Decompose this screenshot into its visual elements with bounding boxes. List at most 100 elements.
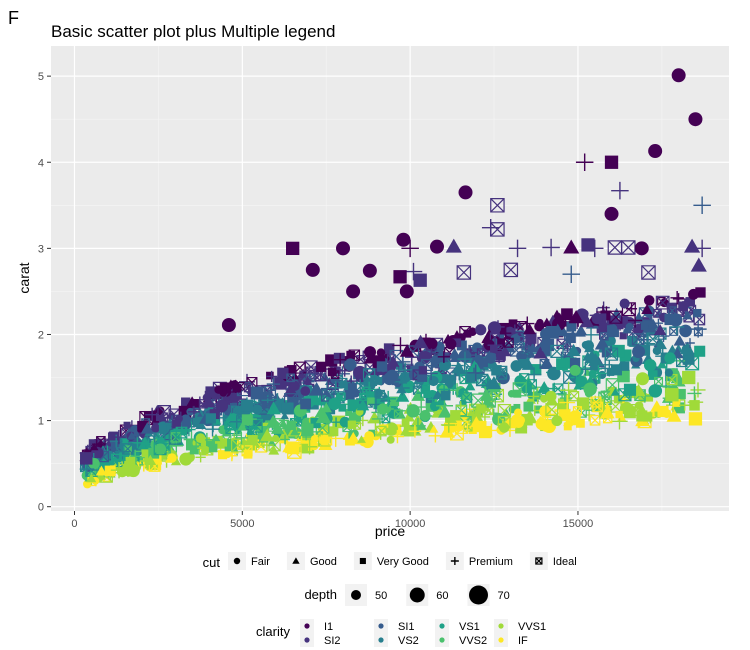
data-point [151,454,162,465]
data-point [246,435,258,446]
data-point [267,438,277,447]
data-point [429,401,440,412]
data-point [423,390,431,399]
data-point [364,431,375,441]
legend-cut-label: Ideal [553,556,577,568]
data-point [140,421,155,434]
data-point [598,370,607,380]
legend-clarity-label: IF [518,635,528,647]
data-point [619,349,632,362]
data-point [526,367,542,382]
data-point [184,452,195,463]
data-point [563,422,572,431]
data-point [469,409,485,423]
data-point [644,411,657,424]
data-point [523,322,536,335]
legend-clarity-symbol [378,623,384,629]
data-point [429,424,439,433]
data-point [641,304,653,314]
data-point [636,372,650,386]
data-point [376,348,386,357]
data-point [353,365,367,380]
data-point [601,348,611,358]
legend-cut-symbol [359,557,366,565]
y-axis: 0 1 2 3 4 5 [38,71,51,514]
data-point [413,273,427,287]
legend-clarity-symbol [439,623,445,629]
data-point [127,431,137,440]
data-point [551,415,563,427]
data-point [346,350,356,360]
data-point [503,337,514,348]
data-point [564,330,575,341]
legend-cut-title: cut [203,555,221,570]
data-point [346,431,361,445]
data-point [192,416,204,428]
data-point [362,386,371,396]
legend-cut-label: Very Good [377,556,429,568]
legend-clarity-label: VVS1 [518,621,546,633]
data-point [280,434,290,445]
data-point [398,375,408,384]
x-axis: 0 5000 10000 15000 [71,511,593,530]
data-point [229,413,238,422]
data-point [576,418,585,428]
data-point [300,386,311,396]
data-point [328,397,341,410]
panel-tag: F [8,8,19,28]
data-point [615,410,623,419]
data-point [347,383,357,392]
data-point [286,420,296,430]
data-point [643,295,655,306]
data-point [520,316,535,331]
data-point [504,326,516,337]
x-tick-label: 5000 [230,518,254,530]
data-point [682,352,695,365]
data-point [392,337,409,354]
data-point [534,405,543,414]
data-point [397,362,413,378]
data-point [389,396,400,407]
data-point [201,445,210,455]
legend-clarity-symbol [439,637,445,643]
data-point [286,365,297,375]
data-point [303,376,312,385]
data-point [525,332,537,344]
data-point [456,265,472,280]
data-point [455,400,466,411]
data-point [169,439,184,453]
data-point [618,388,632,402]
data-point [167,453,177,463]
data-point [235,431,248,445]
data-point [328,381,343,395]
data-point [395,390,410,402]
data-point [205,413,216,424]
legend-depth-symbol [351,590,361,600]
data-point [158,424,167,433]
data-point [547,368,559,379]
data-point [266,370,278,383]
data-point [590,365,607,382]
data-point [330,370,340,379]
data-point [440,390,451,401]
data-point [380,390,397,407]
data-point [664,368,673,377]
data-point [636,403,648,414]
data-point [308,382,325,396]
data-point [137,420,149,433]
data-point [604,155,619,169]
data-point [545,403,559,417]
data-point [665,388,679,402]
legend-depth-label: 60 [436,590,448,602]
data-point [266,371,274,380]
data-point [490,198,505,213]
data-point [110,461,128,479]
data-point [451,420,462,432]
data-point [197,441,210,455]
data-point [250,386,264,400]
data-point [406,404,420,418]
data-point [684,238,701,253]
data-point [367,411,382,424]
data-point [336,241,351,256]
data-point [357,435,366,443]
